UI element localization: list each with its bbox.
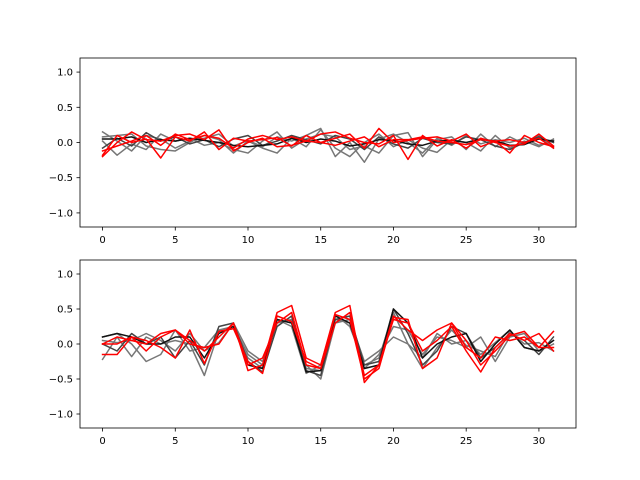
x-tick-label: 15 [314,436,327,447]
y-tick-label: 0.0 [57,340,73,351]
x-tick-label: 10 [242,436,255,447]
series-line-8 [101,133,555,152]
x-tick-label: 20 [387,235,400,246]
y-tick-label: 0.5 [57,103,73,114]
series-line-6 [101,127,555,159]
y-tick-label: 0.5 [57,305,73,316]
x-tick-label: 25 [460,235,473,246]
series-group [101,304,555,384]
x-tick-label: 20 [387,436,400,447]
series-line-3 [101,318,555,380]
y-tick-label: −0.5 [49,375,73,386]
x-tick-label: 25 [460,436,473,447]
y-tick-label: −1.0 [49,208,73,219]
bottom-subplot: 0 5 10 15 20 25 30 1.0 0.5 0.0 −0.5 −1.0 [49,259,577,447]
series-line-1 [101,127,555,163]
y-tick-label: −1.0 [49,410,73,421]
series-group [101,127,555,163]
x-tick-label: 10 [242,235,255,246]
x-tick-label: 15 [314,235,327,246]
y-tick-label: 1.0 [57,68,73,79]
series-line-8 [101,311,555,377]
y-tick-label: −0.5 [49,173,73,184]
x-tick-label: 5 [172,235,178,246]
y-tick-label: 1.0 [57,270,73,281]
top-subplot: 0 5 10 15 20 25 30 1.0 0.5 0.0 −0.5 −1.0 [49,57,577,246]
y-tick-label: 0.0 [57,138,73,149]
series-line-7 [101,313,555,380]
x-tick-label: 5 [172,436,178,447]
x-tick-label: 30 [533,436,546,447]
x-tick-label: 0 [99,235,105,246]
x-tick-label: 30 [533,235,546,246]
x-tick-label: 0 [99,436,105,447]
